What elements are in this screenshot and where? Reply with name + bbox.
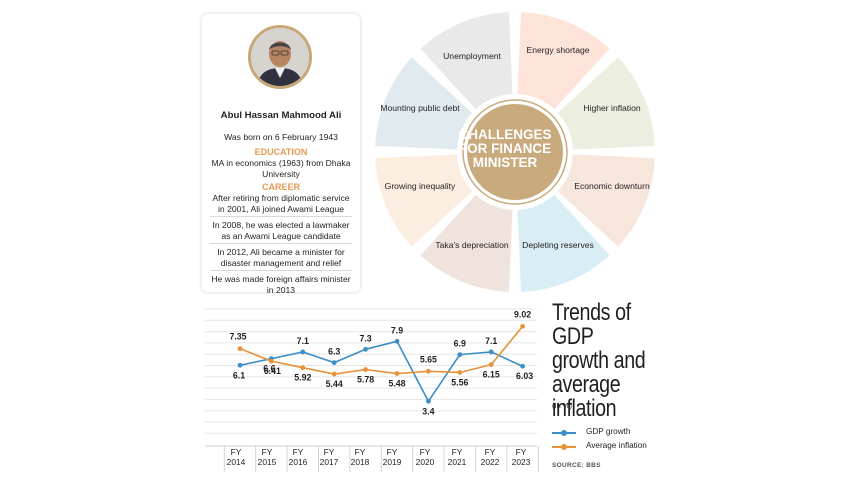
data-label: 6.1 bbox=[233, 370, 245, 380]
series-line bbox=[239, 340, 523, 403]
challenge-segment bbox=[557, 154, 655, 247]
data-point bbox=[300, 349, 306, 355]
career-item: In 2012, Ali became a minister for disas… bbox=[217, 247, 345, 268]
x-tick-label: FY 2017 bbox=[319, 447, 339, 467]
data-point bbox=[488, 349, 494, 355]
career-heading: CAREER bbox=[261, 182, 300, 192]
chart-title: Trends of GDP growth and average inflati… bbox=[552, 299, 646, 422]
education-heading: EDUCATION bbox=[254, 147, 308, 157]
challenge-label: Taka's depreciation bbox=[435, 240, 509, 250]
challenge-segment bbox=[517, 194, 610, 292]
profile-photo bbox=[248, 25, 312, 89]
data-point bbox=[488, 362, 494, 368]
data-label: 6.15 bbox=[483, 370, 500, 380]
data-point bbox=[237, 362, 243, 368]
x-tick-label: FY 2018 bbox=[350, 447, 370, 467]
data-point bbox=[331, 360, 337, 366]
career-item: In 2008, he was elected a lawmaker as an… bbox=[212, 220, 350, 241]
data-label: 6.03 bbox=[516, 371, 533, 381]
challenges-title: CHALLENGES FOR FINANCE MINISTER bbox=[458, 127, 552, 170]
line-chart: 6.1 6.6 7.1 6.3 7.3 7.9 3.4 6.9 7.1 6.03 7.35 6.41 5… bbox=[205, 308, 539, 472]
data-label: 6.9 bbox=[454, 339, 466, 349]
x-tick-label: FY 2015 bbox=[257, 447, 277, 467]
x-tick-label: FY 2021 bbox=[447, 447, 467, 467]
data-point bbox=[300, 365, 306, 371]
center-outline bbox=[462, 99, 568, 205]
data-label: 6.41 bbox=[264, 366, 281, 376]
data-point bbox=[363, 367, 368, 372]
challenge-label: Growing inequality bbox=[384, 181, 456, 191]
challenge-segment bbox=[375, 57, 473, 150]
profile-born: Was born on 6 February 1943 bbox=[224, 132, 338, 142]
x-tick-label: FY 2014 bbox=[226, 447, 246, 467]
data-label: 5.65 bbox=[420, 354, 437, 364]
career-item: After retiring from diplomatic service i… bbox=[212, 193, 350, 214]
challenge-label: Higher inflation bbox=[583, 103, 641, 113]
data-label: 6.6 bbox=[263, 364, 275, 374]
data-label: 3.4 bbox=[422, 406, 434, 416]
data-point bbox=[457, 370, 463, 375]
challenge-label: Unemployment bbox=[443, 51, 501, 61]
data-point bbox=[269, 358, 274, 364]
data-label: 7.1 bbox=[485, 336, 497, 346]
data-label: 6.3 bbox=[328, 347, 340, 357]
divider bbox=[210, 243, 352, 244]
data-point bbox=[394, 371, 400, 376]
challenge-segment bbox=[420, 194, 513, 292]
x-tick-label: FY 2019 bbox=[382, 447, 402, 467]
data-point bbox=[426, 368, 431, 374]
data-point bbox=[331, 371, 337, 377]
challenge-label: Depleting reserves bbox=[522, 240, 594, 250]
x-tick-label: FY 2020 bbox=[415, 447, 435, 467]
data-point bbox=[520, 363, 525, 369]
data-point bbox=[426, 398, 431, 404]
data-point bbox=[457, 352, 463, 358]
center-circle bbox=[467, 104, 563, 200]
divider bbox=[210, 216, 352, 217]
legend-label: GDP growth bbox=[586, 427, 631, 436]
divider bbox=[210, 270, 352, 271]
data-label: 5.92 bbox=[294, 373, 311, 383]
data-label: 5.44 bbox=[326, 379, 343, 389]
x-tick-label: FY 2016 bbox=[288, 447, 308, 467]
data-label: 7.35 bbox=[229, 332, 246, 342]
series-line bbox=[239, 325, 524, 375]
education-text: MA in economics (1963) from Dhaka Univer… bbox=[211, 158, 351, 179]
challenge-segment bbox=[517, 12, 610, 110]
chart-subtitle: (In %) bbox=[552, 401, 573, 410]
challenge-label: Economic downturn bbox=[574, 181, 650, 191]
data-label: 9.02 bbox=[514, 309, 531, 319]
challenge-label: Energy shortage bbox=[526, 45, 590, 55]
x-tick-label: FY 2022 bbox=[480, 447, 500, 467]
data-label: 7.9 bbox=[391, 325, 403, 335]
data-point bbox=[394, 338, 400, 344]
profile-name: Abul Hassan Mahmood Ali bbox=[220, 110, 342, 121]
data-label: 5.56 bbox=[451, 377, 468, 387]
challenge-label: Mounting public debt bbox=[380, 103, 460, 113]
data-label: 7.1 bbox=[297, 336, 309, 346]
data-point bbox=[520, 323, 525, 329]
x-tick-label: FY 2023 bbox=[511, 447, 531, 467]
challenge-segment bbox=[557, 57, 655, 150]
data-label: 7.3 bbox=[359, 333, 371, 343]
person-portrait-icon bbox=[251, 28, 309, 86]
legend-label: Average inflation bbox=[586, 441, 647, 450]
career-item: He was made foreign affairs minister in … bbox=[211, 274, 351, 295]
profile-card: Abul Hassan Mahmood Ali Was born on 6 Fe… bbox=[202, 14, 360, 295]
data-point bbox=[363, 346, 368, 352]
challenge-segment bbox=[420, 12, 513, 110]
data-label: 5.48 bbox=[388, 379, 405, 389]
chart-source: SOURCE: BBS bbox=[552, 462, 601, 469]
data-point bbox=[237, 346, 243, 352]
data-label: 5.78 bbox=[357, 375, 374, 385]
challenge-segment bbox=[375, 154, 473, 247]
